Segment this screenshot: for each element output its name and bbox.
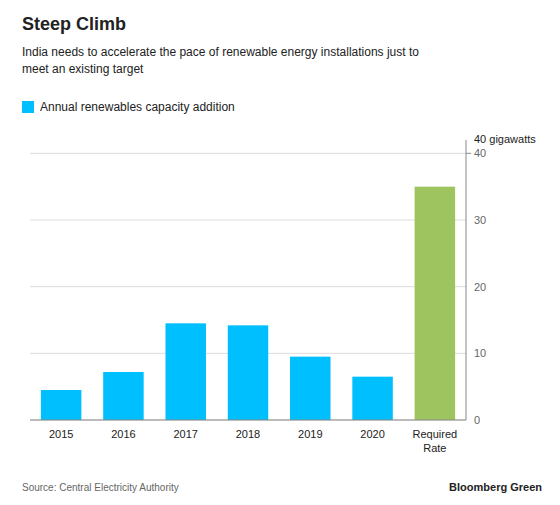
y-tick-label: 10: [474, 347, 486, 359]
y-tick-label: 0: [474, 414, 480, 426]
bar: [290, 357, 330, 420]
annotation: 40 gigawatts: [474, 133, 536, 145]
y-tick-label: 40: [474, 147, 486, 159]
bar: [41, 390, 81, 420]
x-tick-label: 2015: [49, 428, 73, 440]
x-tick-label: 2016: [111, 428, 135, 440]
text-line: meet an existing target: [22, 62, 144, 76]
text-line: 2019: [298, 428, 322, 440]
legend-label: Annual renewables capacity addition: [40, 100, 235, 114]
text-line: India needs to accelerate the pace of re…: [22, 45, 419, 59]
grid-line: [30, 153, 466, 154]
subtitle: India needs to accelerate the pace of re…: [22, 45, 419, 76]
chart: Steep Climb India needs to accelerate the…: [0, 0, 560, 505]
bar: [228, 325, 268, 420]
text-line: 2020: [360, 428, 384, 440]
text-line: 2016: [111, 428, 135, 440]
text-line: Required: [413, 428, 458, 440]
legend-swatch: [22, 101, 34, 113]
bar: [103, 372, 143, 420]
annotation-tick: [466, 153, 471, 154]
x-tick-label: Required Rate: [413, 428, 458, 454]
grid-line: [30, 220, 466, 221]
bar: [415, 187, 455, 420]
grid-line: [30, 420, 466, 421]
legend: Annual renewables capacity addition: [22, 100, 235, 114]
y-tick-label: 20: [474, 281, 486, 293]
y-axis: 0 10 20 30 40: [466, 140, 486, 426]
x-tick-label: 2018: [236, 428, 260, 440]
source: Source: Central Electricity Authority: [22, 482, 179, 493]
bar: [352, 377, 392, 420]
grid-line: [30, 286, 466, 287]
x-tick-label: 2017: [173, 428, 197, 440]
bars: [41, 187, 455, 420]
baseline: [30, 420, 466, 421]
text-line: 2018: [236, 428, 260, 440]
text-line: Rate: [423, 442, 446, 454]
text-line: 2017: [173, 428, 197, 440]
title: Steep Climb: [22, 14, 126, 34]
grid: [30, 153, 466, 420]
x-axis: 2015 2016 2017 2018 2019 2020 Required Rate: [49, 428, 457, 454]
bar: [165, 323, 205, 420]
y-tick-label: 30: [474, 214, 486, 226]
y-axis-line: [466, 140, 467, 420]
branding: Bloomberg Green: [449, 481, 542, 493]
x-tick-label: 2020: [360, 428, 384, 440]
x-tick-label: 2019: [298, 428, 322, 440]
text-line: 2015: [49, 428, 73, 440]
